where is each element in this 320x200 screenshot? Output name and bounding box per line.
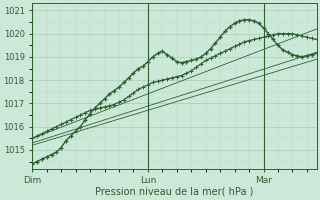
X-axis label: Pression niveau de la mer( hPa ): Pression niveau de la mer( hPa ) (95, 187, 253, 197)
